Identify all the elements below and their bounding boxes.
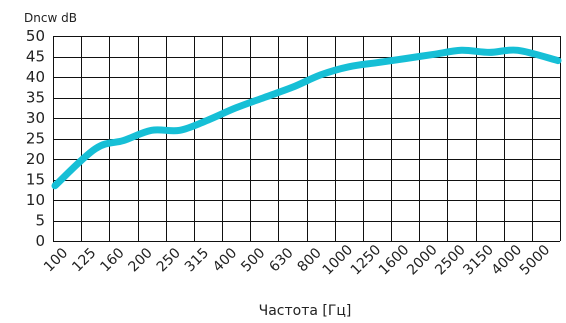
y-tick-label: 45 xyxy=(26,48,45,66)
x-tick-label: 315 xyxy=(182,245,212,275)
x-tick-label: 1600 xyxy=(376,242,413,279)
series-line xyxy=(51,46,562,190)
y-tick-label: 40 xyxy=(26,68,45,86)
x-tick-label: 1250 xyxy=(348,242,385,279)
y-axis-label: Dncw dB xyxy=(24,11,77,25)
y-tick-labels: 0 5 10 15 20 25 30 35 40 45 50 xyxy=(26,27,45,250)
x-tick-label: 200 xyxy=(126,245,156,275)
x-tick-labels: 1001251602002503154005006308001000125016… xyxy=(41,242,553,279)
y-tick-label: 0 xyxy=(35,232,45,250)
y-tick-label: 5 xyxy=(35,212,45,230)
x-axis-label: Частота [Гц] xyxy=(259,303,352,319)
y-tick-label: 10 xyxy=(26,191,45,209)
grid xyxy=(53,36,561,242)
y-tick-label: 25 xyxy=(26,130,45,148)
x-tick-label: 500 xyxy=(238,245,268,275)
x-tick-label: 2500 xyxy=(432,242,469,279)
x-tick-label: 1000 xyxy=(320,242,357,279)
x-tick-label: 250 xyxy=(154,245,184,275)
x-tick-label: 4000 xyxy=(489,242,526,279)
x-tick-label: 800 xyxy=(295,245,325,275)
x-tick-label: 2000 xyxy=(404,242,441,279)
x-tick-label: 100 xyxy=(41,245,71,275)
y-tick-label: 15 xyxy=(26,171,45,189)
x-tick-label: 400 xyxy=(210,245,240,275)
y-tick-label: 35 xyxy=(26,89,45,107)
x-tick-label: 160 xyxy=(97,245,127,275)
x-tick-label: 125 xyxy=(69,245,99,275)
y-tick-label: 50 xyxy=(26,27,45,45)
x-tick-label: 5000 xyxy=(517,242,554,279)
y-tick-label: 30 xyxy=(26,109,45,127)
x-tick-label: 3150 xyxy=(460,242,497,279)
y-tick-label: 20 xyxy=(26,150,45,168)
x-tick-label: 630 xyxy=(266,245,296,275)
